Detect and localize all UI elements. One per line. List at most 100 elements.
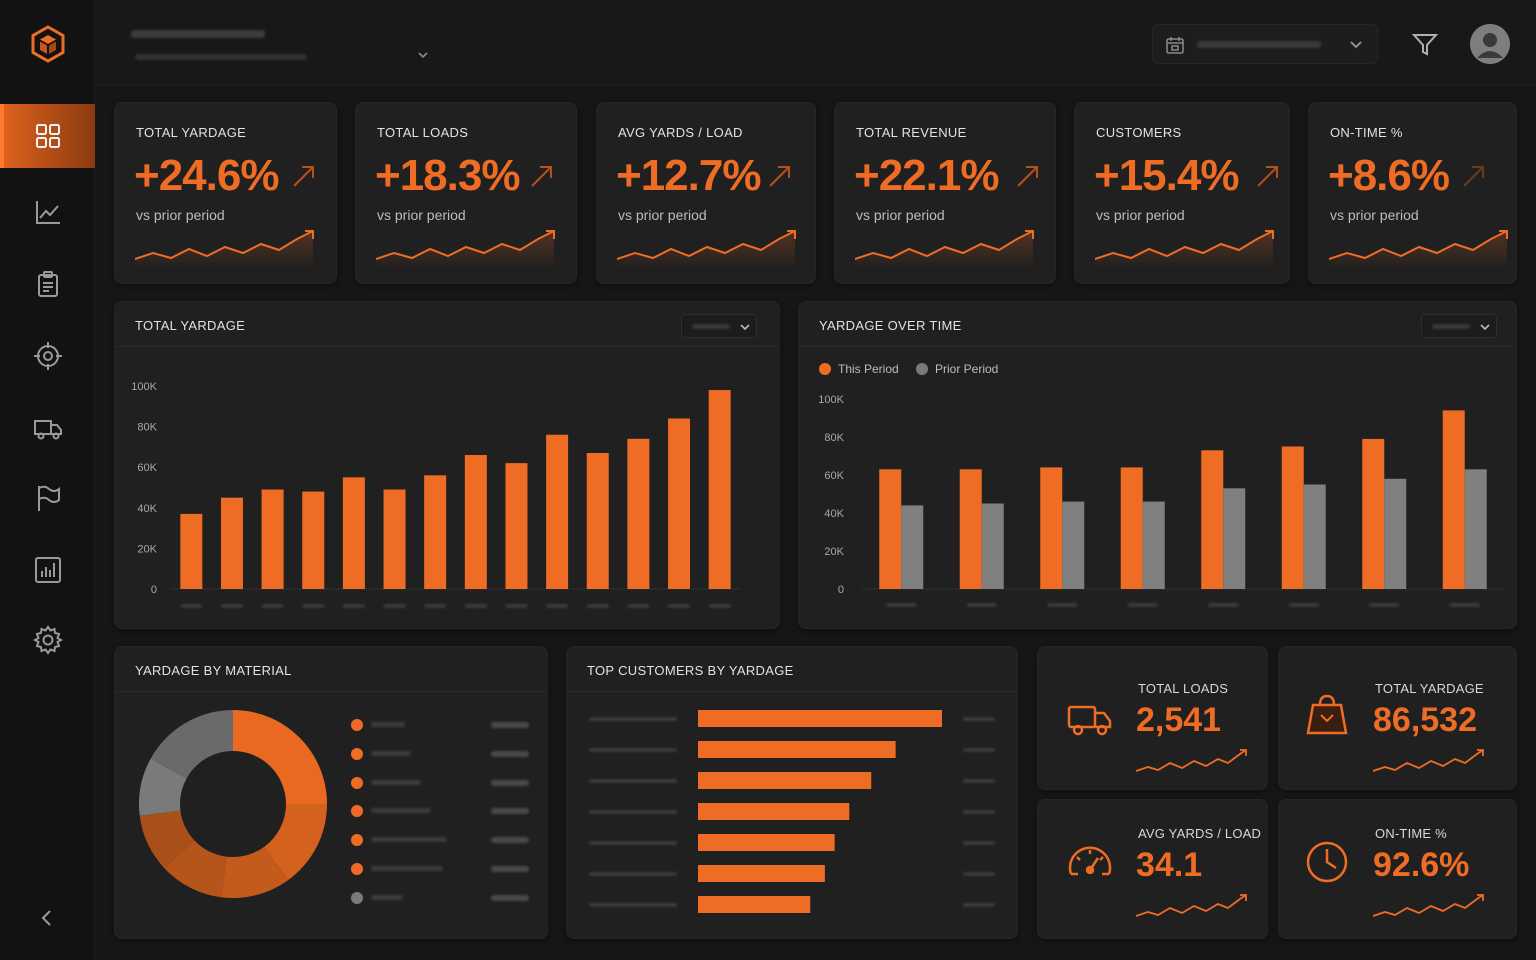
material-legend-item[interactable] — [349, 745, 535, 763]
bar[interactable] — [180, 513, 203, 589]
sidebar-item-orders[interactable] — [0, 252, 95, 316]
speedometer-icon — [1068, 846, 1112, 876]
bar[interactable] — [708, 390, 731, 589]
bar[interactable] — [1362, 438, 1385, 589]
bar[interactable] — [424, 475, 447, 589]
bar[interactable] — [698, 772, 872, 789]
bar[interactable] — [698, 741, 896, 758]
kpi-card[interactable]: ON-TIME % +8.6% vs prior period — [1308, 102, 1517, 284]
panel-title: YARDAGE OVER TIME — [819, 318, 962, 333]
date-range-picker[interactable] — [1152, 24, 1378, 64]
material-legend-item[interactable] — [349, 774, 535, 792]
bar[interactable] — [1281, 446, 1304, 590]
cube-logo-icon[interactable] — [28, 24, 68, 64]
collapse-sidebar-button[interactable] — [34, 902, 60, 934]
material-legend-item[interactable] — [349, 831, 535, 849]
x-tick-placeholder — [424, 604, 447, 608]
bar[interactable] — [505, 463, 528, 589]
kpi-card[interactable]: TOTAL YARDAGE +24.6% vs prior period — [114, 102, 337, 284]
donut-slice[interactable] — [139, 758, 187, 816]
sidebar-item-deliveries[interactable] — [0, 396, 95, 460]
kpi-value: +24.6% — [134, 151, 279, 200]
bar[interactable] — [1142, 501, 1165, 589]
donut-slice[interactable] — [221, 846, 289, 898]
stat-card-total-yardage[interactable]: TOTAL YARDAGE 86,532 — [1278, 646, 1517, 790]
bar[interactable] — [668, 418, 691, 589]
bar[interactable] — [220, 497, 243, 589]
bar[interactable] — [698, 834, 835, 851]
bar[interactable] — [698, 803, 850, 820]
bar[interactable] — [586, 452, 609, 589]
period-dropdown[interactable] — [1421, 314, 1497, 338]
legend-this-period[interactable]: This Period — [819, 362, 899, 376]
bar[interactable] — [698, 865, 825, 882]
bar[interactable] — [1040, 467, 1063, 589]
stat-card-avg-yards[interactable]: AVG YARDS / LOAD 34.1 — [1037, 799, 1268, 939]
bar[interactable] — [1223, 488, 1246, 589]
kpi-sparkline — [1095, 230, 1274, 269]
x-tick-placeholder — [1449, 603, 1480, 607]
bar[interactable] — [342, 477, 365, 589]
sidebar-item-reports[interactable] — [0, 538, 95, 602]
bar[interactable] — [383, 489, 406, 589]
stat-card-total-loads[interactable]: TOTAL LOADS 2,541 — [1037, 646, 1268, 790]
sparkline-arrowhead — [1240, 749, 1247, 756]
user-avatar[interactable] — [1470, 24, 1510, 64]
material-legend-item[interactable] — [349, 802, 535, 820]
bar[interactable] — [1442, 410, 1465, 589]
y-tick-label: 40K — [824, 508, 844, 520]
material-legend-item[interactable] — [349, 860, 535, 878]
donut-slice[interactable] — [139, 810, 195, 869]
customer-name-placeholder — [589, 748, 677, 752]
material-pct-placeholder — [491, 866, 529, 872]
donut-slice[interactable] — [264, 804, 327, 881]
bar[interactable] — [1062, 501, 1085, 589]
sidebar-item-analytics[interactable] — [0, 180, 95, 244]
kpi-card[interactable]: TOTAL REVENUE +22.1% vs prior period — [834, 102, 1056, 284]
bar[interactable] — [1201, 450, 1224, 589]
bar[interactable] — [959, 469, 982, 589]
donut-slice[interactable] — [164, 840, 227, 898]
kpi-card[interactable]: TOTAL LOADS +18.3% vs prior period — [355, 102, 577, 284]
y-tick-label: 100K — [818, 394, 844, 406]
bar[interactable] — [627, 438, 650, 589]
stat-label: TOTAL YARDAGE — [1375, 681, 1484, 696]
period-dropdown[interactable] — [681, 314, 757, 338]
trend-up-arrow-icon — [293, 166, 314, 187]
bar[interactable] — [698, 896, 811, 913]
donut-slice[interactable] — [150, 710, 233, 779]
kpi-subtext: vs prior period — [856, 207, 945, 223]
bar[interactable] — [1384, 478, 1407, 589]
bar[interactable] — [1303, 484, 1326, 590]
bar[interactable] — [546, 434, 569, 589]
material-legend-item[interactable] — [349, 716, 535, 734]
sidebar-item-targets[interactable] — [0, 324, 95, 388]
kpi-card[interactable]: CUSTOMERS +15.4% vs prior period — [1074, 102, 1290, 284]
x-tick-placeholder — [1369, 603, 1400, 607]
bar[interactable] — [1120, 467, 1143, 589]
stat-card-on-time[interactable]: ON-TIME % 92.6% — [1278, 799, 1517, 939]
sidebar-item-dashboard[interactable] — [0, 104, 95, 168]
y-tick-label: 60K — [137, 462, 157, 474]
bar[interactable] — [879, 469, 902, 589]
legend-prior-period[interactable]: Prior Period — [916, 362, 998, 376]
bar[interactable] — [698, 710, 942, 727]
y-tick-label: 20K — [137, 543, 157, 555]
filter-button[interactable] — [1409, 28, 1441, 60]
bar[interactable] — [302, 491, 325, 589]
bar[interactable] — [981, 503, 1004, 590]
customer-value-placeholder — [963, 841, 995, 845]
kpi-card[interactable]: AVG YARDS / LOAD +12.7% vs prior period — [596, 102, 816, 284]
sidebar-item-settings[interactable] — [0, 608, 95, 672]
sidebar-item-milestones[interactable] — [0, 466, 95, 530]
material-legend-item[interactable] — [349, 889, 535, 907]
bar[interactable] — [261, 489, 284, 589]
stat-value: 2,541 — [1136, 701, 1222, 739]
bar[interactable] — [1464, 469, 1487, 589]
header-subtitle-placeholder[interactable] — [135, 54, 307, 60]
donut-slice[interactable] — [233, 710, 327, 804]
bar[interactable] — [901, 505, 924, 589]
stat-label: AVG YARDS / LOAD — [1138, 826, 1262, 841]
chevron-down-icon[interactable] — [417, 50, 429, 60]
bar[interactable] — [464, 455, 487, 589]
